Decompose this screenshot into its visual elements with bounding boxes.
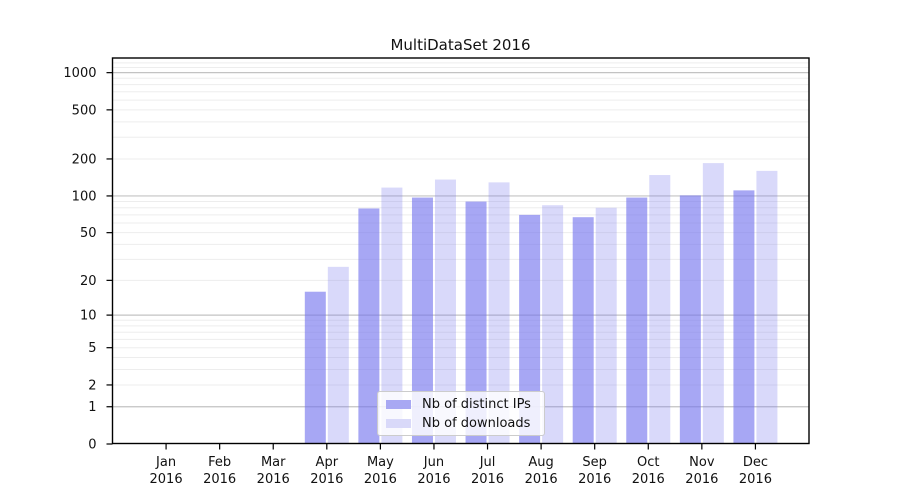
legend-swatch-distinct-ips xyxy=(386,399,411,409)
bar-nov-distinct-ips xyxy=(679,195,701,444)
bar-oct-distinct-ips xyxy=(626,197,648,444)
bar-may-downloads xyxy=(381,187,403,444)
bar-jul-downloads xyxy=(488,182,510,444)
bar-oct-downloads xyxy=(649,175,671,444)
bar-dec-downloads xyxy=(756,170,778,444)
y-tick-label: 10 xyxy=(80,309,97,324)
y-tick-label: 50 xyxy=(80,226,97,241)
y-tick-label: 2 xyxy=(88,378,96,393)
y-tick-label: 5 xyxy=(88,341,96,356)
plot-border xyxy=(111,57,810,445)
y-tick-label: 1000 xyxy=(63,66,96,81)
x-tick-label: Feb 2016 xyxy=(203,455,236,487)
legend-label-distinct-ips: Nb of distinct IPs xyxy=(422,396,531,412)
x-tick-label: Mar 2016 xyxy=(257,455,290,487)
x-tick-label: Nov 2016 xyxy=(685,455,718,487)
y-tick-label: 500 xyxy=(72,103,97,118)
chart-title: MultiDataSet 2016 xyxy=(390,36,531,54)
bar-may-distinct-ips xyxy=(358,208,380,444)
x-tick-label: Oct 2016 xyxy=(632,455,665,487)
x-tick-label: Sep 2016 xyxy=(578,455,611,487)
x-tick-label: Jul 2016 xyxy=(471,455,504,487)
bar-nov-downloads xyxy=(702,163,724,444)
y-tick-label: 100 xyxy=(72,189,97,204)
bar-jul-distinct-ips xyxy=(465,201,487,444)
bar-sep-distinct-ips xyxy=(572,217,594,444)
legend: Nb of distinct IPs Nb of downloads xyxy=(377,391,545,436)
x-tick-label: Apr 2016 xyxy=(310,455,343,487)
x-tick-label: Jun 2016 xyxy=(417,455,450,487)
bar-jun-distinct-ips xyxy=(411,197,433,444)
x-tick-label: May 2016 xyxy=(364,455,397,487)
bar-aug-distinct-ips xyxy=(519,214,541,444)
y-tick-label: 1 xyxy=(88,400,96,415)
bar-apr-downloads xyxy=(327,266,349,444)
bar-apr-distinct-ips xyxy=(304,291,326,444)
legend-item-downloads: Nb of downloads xyxy=(386,416,536,431)
bar-sep-downloads xyxy=(595,207,617,444)
y-tick-label: 200 xyxy=(72,152,97,167)
x-tick-label: Aug 2016 xyxy=(525,455,558,487)
y-tick-label: 20 xyxy=(80,274,97,289)
legend-label-downloads: Nb of downloads xyxy=(422,415,531,431)
bar-aug-downloads xyxy=(542,205,564,444)
bar-dec-distinct-ips xyxy=(733,190,755,444)
x-tick-label: Jan 2016 xyxy=(150,455,183,487)
legend-swatch-downloads xyxy=(386,418,411,428)
y-tick-label: 0 xyxy=(88,438,96,453)
legend-item-distinct-ips: Nb of distinct IPs xyxy=(386,397,536,412)
x-tick-label: Dec 2016 xyxy=(739,455,772,487)
bar-jun-downloads xyxy=(434,179,456,444)
